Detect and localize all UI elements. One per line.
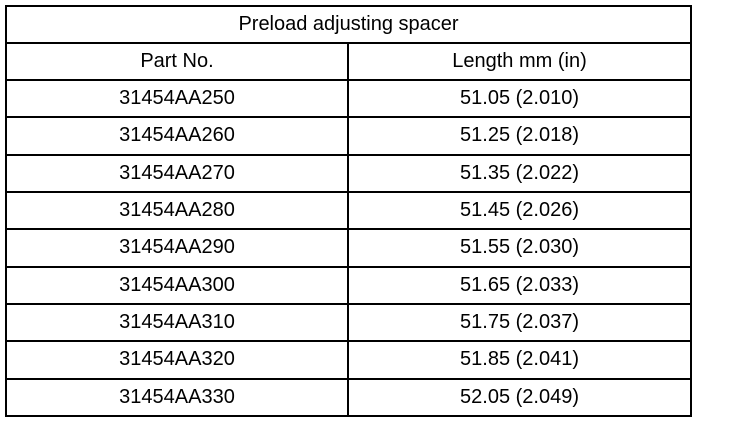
table-row: 31454AA250 51.05 (2.010) — [5, 78, 693, 119]
part-number-cell: 31454AA270 — [5, 153, 349, 193]
table-row: 31454AA310 51.75 (2.037) — [5, 302, 693, 343]
length-cell: 51.45 (2.026) — [346, 190, 693, 231]
length-cell: 51.65 (2.033) — [346, 265, 693, 305]
table-row: 31454AA320 51.85 (2.041) — [5, 340, 693, 380]
length-cell: 51.55 (2.030) — [346, 228, 693, 268]
header-part-no: Part No. — [5, 42, 349, 81]
part-number-cell: 31454AA310 — [5, 302, 349, 343]
part-number-cell: 31454AA260 — [5, 116, 349, 156]
length-cell: 51.25 (2.018) — [346, 116, 693, 156]
part-number-cell: 31454AA290 — [5, 228, 349, 268]
header-length: Length mm (in) — [346, 42, 693, 81]
length-cell: 51.35 (2.022) — [346, 153, 693, 193]
preload-spacer-table: Preload adjusting spacer Part No. Length… — [4, 5, 693, 418]
table-row: 31454AA270 51.35 (2.022) — [5, 153, 693, 193]
part-number-cell: 31454AA330 — [5, 377, 349, 418]
length-cell: 51.05 (2.010) — [346, 78, 693, 119]
part-number-cell: 31454AA300 — [5, 265, 349, 305]
table-row: 31454AA300 51.65 (2.033) — [5, 265, 693, 305]
header-row: Part No. Length mm (in) — [5, 42, 693, 81]
title-row: Preload adjusting spacer — [4, 5, 693, 44]
part-number-cell: 31454AA320 — [5, 340, 349, 380]
length-cell: 52.05 (2.049) — [346, 377, 693, 418]
length-cell: 51.85 (2.041) — [346, 340, 693, 380]
table-row: 31454AA290 51.55 (2.030) — [5, 228, 693, 268]
table-row: 31454AA280 51.45 (2.026) — [5, 190, 693, 231]
table-title: Preload adjusting spacer — [4, 5, 693, 44]
table-row: 31454AA330 52.05 (2.049) — [5, 377, 693, 418]
part-number-cell: 31454AA280 — [5, 190, 349, 231]
length-cell: 51.75 (2.037) — [346, 302, 693, 343]
table-row: 31454AA260 51.25 (2.018) — [5, 116, 693, 156]
part-number-cell: 31454AA250 — [5, 78, 349, 119]
